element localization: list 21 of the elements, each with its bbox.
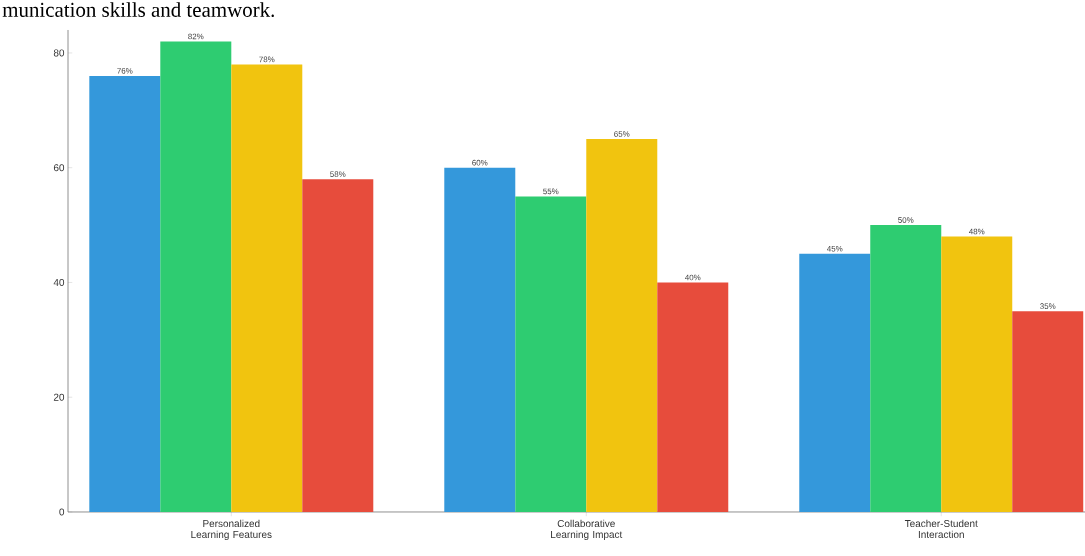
x-tick-label: Collaborative Learning Impact bbox=[551, 519, 623, 540]
bar bbox=[231, 64, 303, 512]
y-tick-label: 0 bbox=[59, 508, 65, 516]
text: munication skills and teamwork. bbox=[2, 2, 274, 17]
bar bbox=[586, 139, 658, 512]
y-tick-label: 60 bbox=[53, 164, 65, 172]
x-tick-label: Personalized Learning Features bbox=[191, 519, 272, 540]
bar bbox=[302, 179, 374, 512]
y-tick-label: 40 bbox=[53, 278, 65, 286]
bar bbox=[160, 41, 232, 512]
bar bbox=[1012, 311, 1084, 512]
bar bbox=[89, 75, 161, 512]
y-tick-label: 80 bbox=[53, 49, 65, 57]
bar bbox=[657, 282, 729, 512]
bar bbox=[941, 236, 1013, 512]
x-tick-label: Teacher-Student Interaction bbox=[904, 519, 978, 539]
y-tick-label: 20 bbox=[53, 393, 65, 401]
bar bbox=[870, 225, 942, 512]
bar bbox=[799, 253, 871, 512]
bar bbox=[444, 167, 516, 512]
bar bbox=[515, 196, 587, 512]
